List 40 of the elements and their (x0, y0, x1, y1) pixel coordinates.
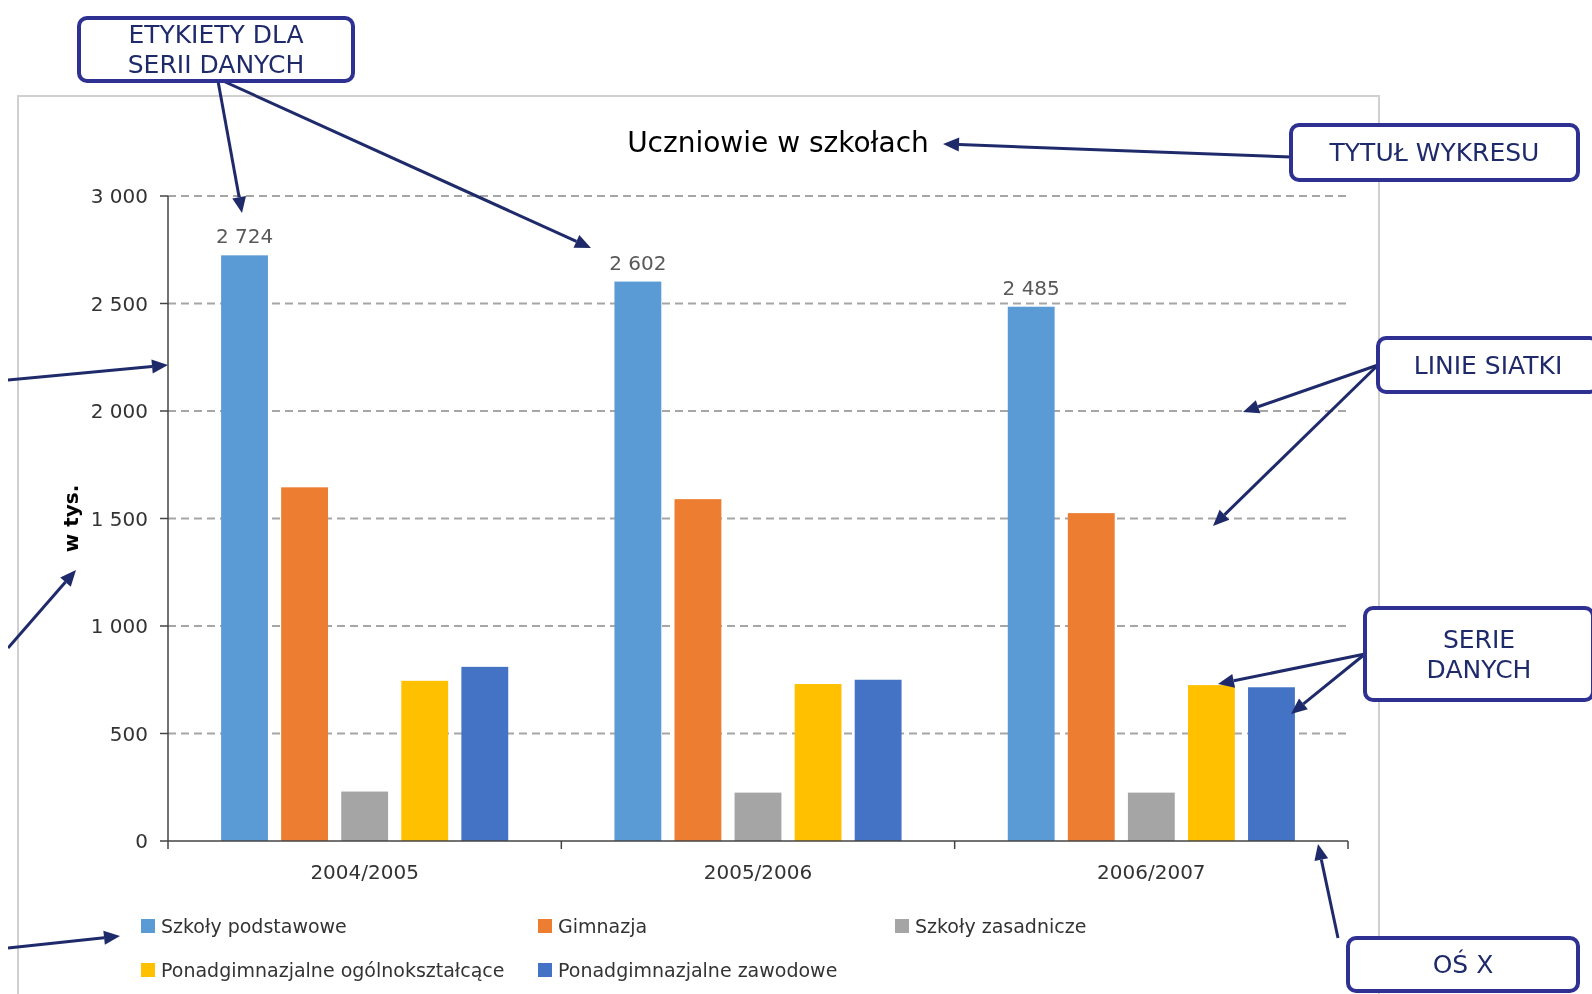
data-label: 2 724 (215, 224, 274, 249)
y-tick-label: 1 500 (90, 506, 148, 531)
text: LINIE SIATKI (1413, 350, 1563, 380)
bar (341, 791, 389, 841)
data-label: 2 485 (1002, 275, 1060, 300)
legend-label: Gimnazja (558, 914, 648, 937)
bar (614, 281, 662, 841)
text: OŚ X (1432, 949, 1494, 980)
bar (1187, 685, 1235, 841)
legend-label: Ponadgimnazjalne zawodowe (558, 958, 838, 981)
bar (221, 255, 268, 841)
y-tick-label: 3 000 (90, 184, 148, 208)
bar (281, 487, 329, 841)
text: SERIE DANYCH (1426, 624, 1532, 684)
text: TYTUŁ WYKRESU (1328, 138, 1540, 168)
y-tick-label: 0 (135, 829, 148, 853)
y-tick-label: 1 000 (90, 614, 148, 638)
legend-label: Szkoły podstawowe (161, 914, 347, 937)
bar (461, 666, 509, 841)
legend-label: Ponadgimnazjalne ogólnokształcące (161, 958, 505, 981)
chart-title: Uczniowie w szkołach (627, 126, 929, 159)
y-tick-label: 2 000 (90, 399, 148, 423)
bar (1067, 513, 1115, 841)
text: ETYKIETY DLA SERII DANYCH (127, 20, 305, 80)
y-tick-label: 2 500 (90, 291, 148, 316)
bar (674, 499, 722, 841)
bar (1007, 306, 1055, 841)
y-axis-title: w tys. (59, 484, 83, 553)
bar (1127, 792, 1175, 841)
bar (854, 679, 902, 841)
bar (794, 684, 842, 841)
bar (1248, 687, 1295, 841)
x-tick-label: 2005/2006 (703, 860, 813, 884)
x-tick-label: 2006/2007 (1097, 860, 1206, 884)
legend-label: Szkoły zasadnicze (915, 914, 1087, 937)
x-tick-label: 2004/2005 (310, 860, 419, 884)
y-tick-label: 500 (109, 721, 148, 746)
data-label: 2 602 (609, 250, 667, 275)
bar (401, 680, 449, 841)
bar (734, 792, 782, 841)
